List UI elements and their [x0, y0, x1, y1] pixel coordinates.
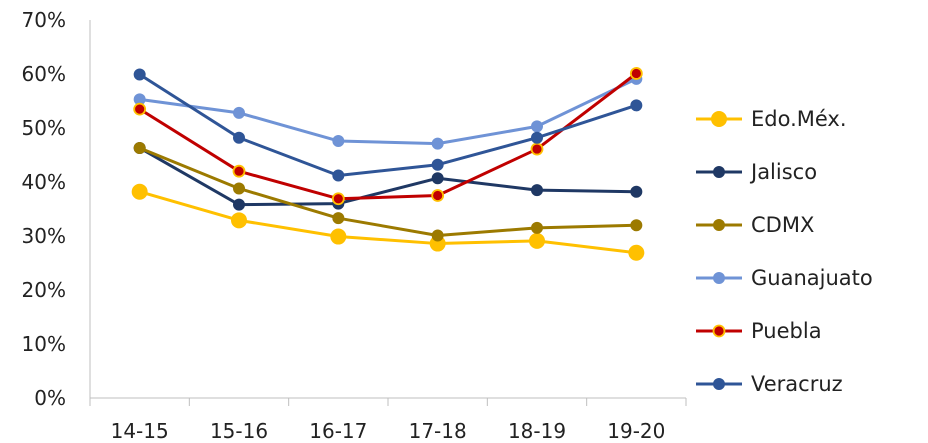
data-point — [529, 232, 545, 249]
series-line — [138, 146, 637, 207]
legend-marker — [713, 378, 725, 390]
data-point — [332, 169, 345, 182]
x-tick-label: 19-20 — [607, 419, 665, 443]
data-point — [630, 99, 643, 112]
y-tick-label: 40% — [22, 170, 66, 194]
data-point — [133, 68, 146, 81]
series-puebla — [133, 67, 643, 206]
data-point — [630, 219, 643, 232]
data-point — [231, 212, 247, 229]
data-point — [531, 120, 543, 133]
legend-marker — [712, 324, 726, 338]
data-point — [332, 134, 345, 147]
data-point — [431, 172, 444, 185]
data-point — [628, 244, 645, 261]
legend-marker — [711, 111, 727, 127]
data-point — [131, 183, 148, 200]
legend-marker — [713, 219, 725, 231]
series-line — [139, 146, 637, 237]
data-point — [233, 182, 245, 195]
data-point — [531, 184, 543, 197]
legend-label: Puebla — [751, 319, 822, 343]
data-point — [233, 106, 245, 119]
legend-marker — [713, 272, 725, 284]
data-point — [233, 198, 245, 211]
series-line — [138, 73, 637, 178]
data-point — [431, 189, 445, 202]
legend-item: Puebla — [696, 319, 822, 343]
legend-label: Jalisco — [749, 160, 817, 184]
legend-item: Jalisco — [696, 160, 817, 184]
series-edo-m-x — [131, 183, 645, 261]
legend-label: Veracruz — [751, 372, 843, 396]
data-point — [431, 229, 444, 242]
y-tick-label: 20% — [22, 278, 66, 302]
data-point — [629, 67, 643, 80]
series-line — [138, 72, 638, 201]
y-tick-label: 50% — [22, 116, 66, 140]
chart-legend: Edo.Méx. Jalisco CDMX Guanajuato Puebla Verac… — [696, 107, 873, 396]
y-tick-label: 30% — [22, 224, 66, 248]
data-point — [233, 131, 245, 144]
legend-item: Guanajuato — [696, 266, 873, 290]
x-tick-label: 18-19 — [508, 419, 566, 443]
data-point — [531, 131, 543, 144]
legend-label: Edo.Méx. — [751, 107, 847, 131]
legend-item: Veracruz — [696, 372, 843, 396]
series-cdmx — [133, 141, 643, 242]
data-point — [330, 228, 347, 245]
series-veracruz — [133, 68, 643, 182]
legend-marker — [713, 166, 725, 178]
x-tick-label: 15-16 — [210, 419, 268, 443]
series-guanajuato — [133, 72, 643, 150]
legend-item: Edo.Méx. — [696, 107, 847, 131]
data-point — [431, 158, 444, 171]
y-tick-label: 60% — [22, 62, 66, 86]
legend-label: CDMX — [751, 213, 814, 237]
x-tick-label: 17-18 — [409, 419, 467, 443]
chart-axes: 0% 10% 20% 30% 40% 50% 60% 70% 14-15 15-16 16-17 17… — [22, 8, 687, 443]
y-tick-label: 0% — [34, 386, 66, 410]
data-point — [331, 192, 345, 206]
data-point — [630, 185, 643, 198]
series-line — [139, 190, 637, 255]
data-point — [332, 212, 345, 225]
data-point — [133, 102, 147, 116]
chart-series — [131, 67, 645, 261]
data-point — [531, 221, 543, 234]
legend-label: Guanajuato — [751, 266, 873, 290]
y-tick-label: 70% — [22, 8, 66, 32]
legend-item: CDMX — [696, 213, 814, 237]
series-line — [139, 77, 637, 146]
x-tick-label: 16-17 — [309, 419, 367, 443]
data-point — [133, 141, 146, 154]
x-tick-label: 14-15 — [111, 419, 169, 443]
data-point — [530, 142, 544, 156]
data-point — [232, 164, 246, 178]
y-tick-label: 10% — [22, 332, 66, 356]
data-point — [431, 137, 444, 150]
